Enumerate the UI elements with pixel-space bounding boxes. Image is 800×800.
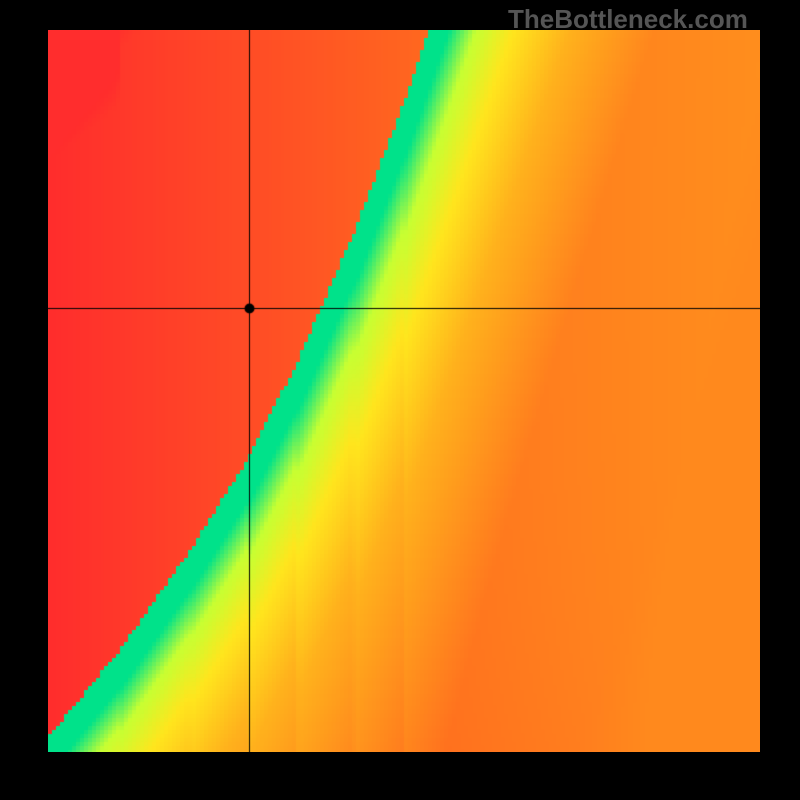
bottleneck-heatmap [48, 30, 760, 752]
watermark-text: TheBottleneck.com [508, 4, 748, 35]
